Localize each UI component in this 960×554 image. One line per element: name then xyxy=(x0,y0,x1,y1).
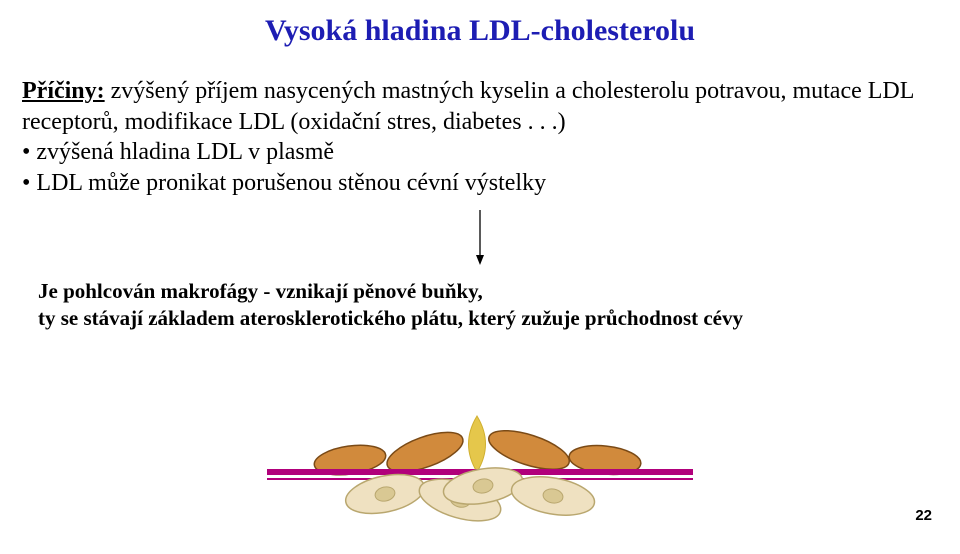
conclusion-line1: Je pohlcován makrofágy - vznikají pěnové… xyxy=(38,279,483,303)
causes-text: zvýšený příjem nasycených mastných kysel… xyxy=(22,78,914,135)
cell-diagram xyxy=(0,374,960,534)
conclusion-block: Je pohlcován makrofágy - vznikají pěnové… xyxy=(0,278,960,333)
arrow-down xyxy=(0,209,960,272)
page-number: 22 xyxy=(915,507,932,524)
page-title: Vysoká hladina LDL-cholesterolu xyxy=(0,14,960,48)
cell-diagram-svg xyxy=(255,374,705,529)
bullet-1: • zvýšená hladina LDL v plasmě xyxy=(22,139,334,165)
causes-block: Příčiny: zvýšený příjem nasycených mastn… xyxy=(0,76,960,199)
arrow-down-icon xyxy=(470,209,490,267)
bullet-2: • LDL může pronikat porušenou stěnou cév… xyxy=(22,170,546,196)
causes-label: Příčiny: xyxy=(22,78,105,104)
conclusion-line2: ty se stávají základem aterosklerotickéh… xyxy=(38,306,743,330)
